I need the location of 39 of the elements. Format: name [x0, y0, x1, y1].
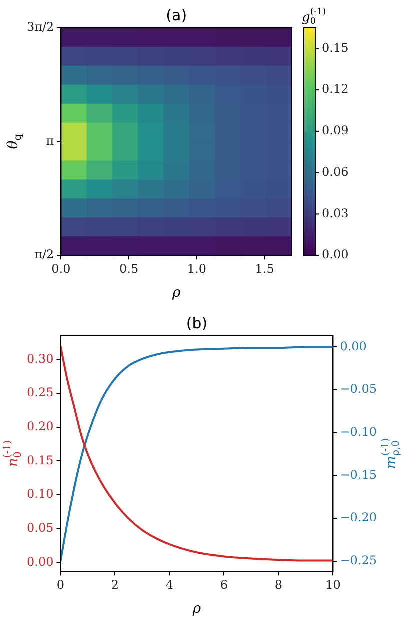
y2-axis-title: mρ,0(-1)	[380, 438, 402, 470]
color-bar-label: 0.15	[322, 40, 349, 55]
y-tick-label: 0.20	[27, 420, 54, 434]
x-tick-label: 4	[166, 578, 174, 592]
y2-tick-label: −0.15	[340, 468, 378, 482]
y-tick-label: 0.05	[27, 521, 54, 536]
y2-tick-label: −0.10	[340, 424, 378, 439]
y-tick-label: π/2	[34, 248, 54, 262]
color-bar-label: 0.06	[322, 164, 349, 179]
y-axis-title: θq	[6, 134, 24, 150]
x-axis-title: ρ	[192, 601, 202, 618]
color-bar-label: 0.12	[322, 82, 349, 96]
y-tick-label: 0.00	[27, 554, 54, 569]
y-tick-label: 3π/2	[26, 20, 54, 34]
x-tick-label: 0	[56, 578, 65, 592]
y2-tick-label: −0.20	[340, 510, 378, 525]
y-tick-label: 0.15	[27, 453, 54, 468]
y-axis-title: n0(-1)	[2, 440, 24, 468]
y2-tick-label: 0.00	[340, 339, 367, 354]
y-tick-label: π	[46, 134, 54, 148]
x-tick-label: 6	[220, 578, 228, 592]
color-bar-label: 0.09	[322, 124, 349, 138]
y2-tick-label: −0.05	[340, 382, 378, 396]
color-bar-label: 0.00	[322, 248, 349, 262]
y-tick-label: 0.30	[27, 352, 54, 366]
x-tick-label: 8	[274, 578, 283, 592]
x-tick-label: 1.0	[187, 262, 207, 276]
x-tick-label: 0.0	[52, 262, 71, 276]
x-tick-label: 0.5	[120, 262, 139, 276]
chart-title: (a)	[166, 6, 188, 24]
y-tick-label: 0.25	[27, 386, 54, 400]
x-tick-label: 2	[111, 578, 120, 592]
chart-title: (b)	[186, 314, 208, 332]
x-tick-label: 1.5	[255, 262, 274, 276]
x-tick-label: 10	[326, 578, 341, 592]
y2-tick-label: −0.25	[340, 553, 378, 568]
y-tick-label: 0.10	[27, 487, 54, 502]
x-axis-title: ρ	[171, 285, 182, 302]
color-bar-label: 0.03	[322, 206, 349, 220]
